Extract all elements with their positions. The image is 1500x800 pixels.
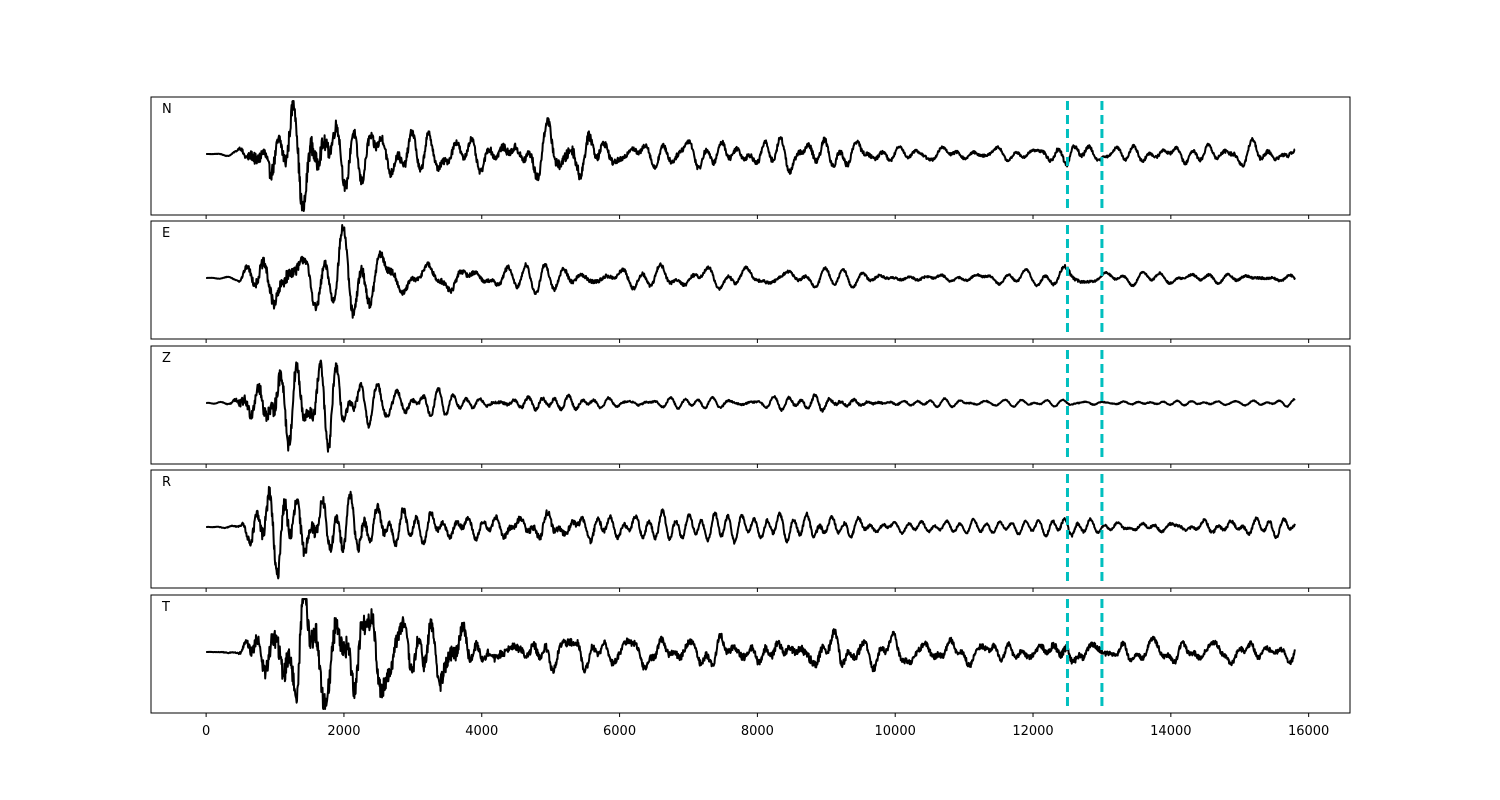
x-axis: 0 2000 4000 6000 8000 10000 12000 14000 16000	[202, 724, 1329, 739]
trace-z	[205, 359, 1296, 453]
x-tick-label: 14000	[1150, 724, 1191, 739]
panel-label-n: N	[162, 102, 172, 117]
trace-t	[205, 598, 1296, 710]
panel-frame	[150, 220, 1351, 340]
panel-frame	[150, 594, 1351, 714]
trace-r	[205, 485, 1296, 580]
x-tick-label: 4000	[465, 724, 498, 739]
trace-e	[205, 224, 1296, 319]
x-tick-label: 2000	[327, 724, 360, 739]
x-tick-label: 8000	[741, 724, 774, 739]
x-tick-label: 10000	[875, 724, 916, 739]
panel-frame	[150, 96, 1351, 216]
panel-z: Z	[150, 345, 1351, 468]
panel-label-e: E	[162, 226, 170, 241]
x-tick-label: 16000	[1288, 724, 1329, 739]
panel-frame	[150, 345, 1351, 465]
trace-n	[205, 100, 1296, 212]
x-tick-label: 12000	[1012, 724, 1053, 739]
x-tick-label: 0	[202, 724, 210, 739]
panel-t: T	[150, 594, 1351, 717]
panel-e: E	[150, 220, 1351, 343]
panel-r: R	[150, 469, 1351, 592]
panel-frame	[150, 469, 1351, 589]
panel-label-r: R	[162, 475, 171, 490]
panel-label-z: Z	[162, 351, 171, 366]
panels-group: N E Z R T	[150, 96, 1351, 717]
panel-n: N	[150, 96, 1351, 219]
panel-label-t: T	[161, 600, 170, 615]
x-tick-label: 6000	[603, 724, 636, 739]
